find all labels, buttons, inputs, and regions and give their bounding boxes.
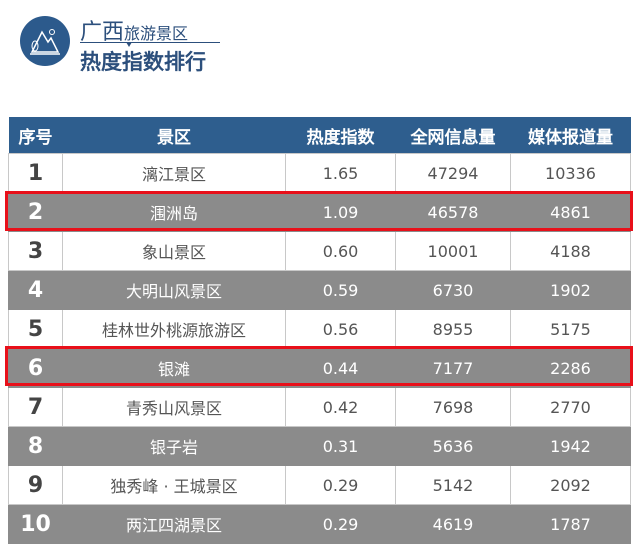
- table-cell: 1: [8, 153, 63, 193]
- table-cell: 银滩: [62, 348, 286, 388]
- table-cell: 10001: [395, 231, 511, 271]
- table-cell: 6730: [395, 270, 511, 310]
- table-cell: 3: [8, 231, 63, 271]
- table-cell: 6: [8, 348, 63, 388]
- table-cell: 1942: [510, 426, 631, 466]
- table-cell: 0.29: [285, 465, 396, 505]
- column-header: 序号: [8, 117, 63, 154]
- table-cell: 47294: [395, 153, 511, 193]
- table-cell: 桂林世外桃源旅游区: [62, 309, 286, 349]
- table-cell: 5175: [510, 309, 631, 349]
- table-cell: 5142: [395, 465, 511, 505]
- table-cell: 4188: [510, 231, 631, 271]
- table-cell: 银子岩: [62, 426, 286, 466]
- table-cell: 2286: [510, 348, 631, 388]
- table-row: 2 涠洲岛 1.09 46578 4861: [8, 192, 631, 232]
- triangle-marker: [126, 42, 132, 47]
- table-cell: 0.29: [285, 504, 396, 544]
- table-cell: 大明山风景区: [62, 270, 286, 310]
- table-row: 9 独秀峰 · 王城景区 0.29 5142 2092: [8, 465, 631, 505]
- highlight-box: [5, 346, 633, 386]
- divider: [80, 42, 220, 43]
- column-header: 全网信息量: [395, 117, 511, 154]
- table-cell: 涠洲岛: [62, 192, 286, 232]
- table-cell: 象山景区: [62, 231, 286, 271]
- table-cell: 5: [8, 309, 63, 349]
- table-cell: 5636: [395, 426, 511, 466]
- table-cell: 8955: [395, 309, 511, 349]
- page-title: 热度指数排行: [80, 50, 206, 74]
- table-row: 8 银子岩 0.31 5636 1942: [8, 426, 631, 466]
- table-cell: 1.09: [285, 192, 396, 232]
- table-cell: 0.42: [285, 387, 396, 427]
- table-cell: 青秀山风景区: [62, 387, 286, 427]
- table-cell: 0.44: [285, 348, 396, 388]
- region-text: 广西: [80, 20, 125, 45]
- ranking-table: 序号 景区 热度指数 全网信息量 媒体报道量 1 漓江景区 1.65 47294 10336 2 涠洲…: [8, 117, 631, 544]
- table-cell: 10: [8, 504, 63, 544]
- header-region: 广西旅游景区: [80, 14, 188, 46]
- table-cell: 独秀峰 · 王城景区: [62, 465, 286, 505]
- subtitle-text: 旅游景区: [124, 24, 189, 43]
- table-cell: 1.65: [285, 153, 396, 193]
- column-header: 媒体报道量: [510, 117, 631, 154]
- table-row: 3 象山景区 0.60 10001 4188: [8, 231, 631, 271]
- table-cell: 2770: [510, 387, 631, 427]
- table-row: 1 漓江景区 1.65 47294 10336: [8, 153, 631, 193]
- table-cell: 2092: [510, 465, 631, 505]
- table-cell: 0.31: [285, 426, 396, 466]
- table-row: 6 银滩 0.44 7177 2286: [8, 348, 631, 388]
- table-cell: 漓江景区: [62, 153, 286, 193]
- table-row: 7 青秀山风景区 0.42 7698 2770: [8, 387, 631, 427]
- mountain-logo-icon: [20, 16, 70, 66]
- highlight-box: [5, 191, 633, 231]
- table-cell: 1902: [510, 270, 631, 310]
- column-header: 热度指数: [285, 117, 396, 154]
- table-cell: 0.56: [285, 309, 396, 349]
- table-cell: 4: [8, 270, 63, 310]
- table-cell: 7: [8, 387, 63, 427]
- column-header: 景区: [62, 117, 286, 154]
- table-cell: 0.60: [285, 231, 396, 271]
- table-cell: 7698: [395, 387, 511, 427]
- table-cell: 9: [8, 465, 63, 505]
- table-row: 10 两江四湖景区 0.29 4619 1787: [8, 504, 631, 544]
- table-cell: 10336: [510, 153, 631, 193]
- table-cell: 两江四湖景区: [62, 504, 286, 544]
- table-cell: 7177: [395, 348, 511, 388]
- table-cell: 1787: [510, 504, 631, 544]
- table-cell: 8: [8, 426, 63, 466]
- table-row: 5 桂林世外桃源旅游区 0.56 8955 5175: [8, 309, 631, 349]
- table-row: 4 大明山风景区 0.59 6730 1902: [8, 270, 631, 310]
- table-cell: 0.59: [285, 270, 396, 310]
- table-cell: 4619: [395, 504, 511, 544]
